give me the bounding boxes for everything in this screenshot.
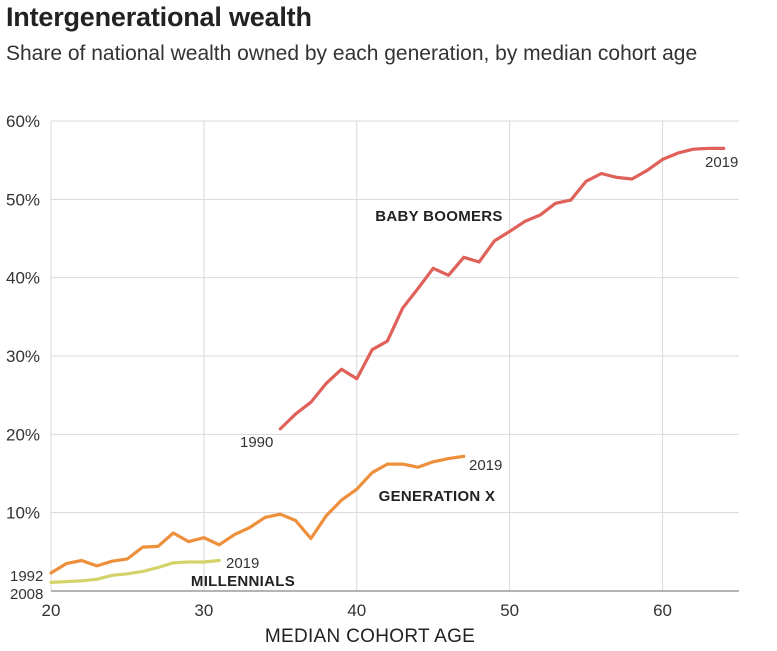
- y-tick-label: 20%: [6, 425, 40, 444]
- series-name-label: BABY BOOMERS: [375, 208, 503, 225]
- y-tick-label: 60%: [6, 112, 40, 131]
- series-line-generation-x: [49, 454, 466, 575]
- series-line-baby-boomers: [278, 146, 726, 431]
- y-tick-label: 40%: [6, 269, 40, 288]
- series-end-year: 2019: [705, 154, 738, 171]
- series-name-label: GENERATION X: [379, 488, 496, 505]
- series-name-label: MILLENNIALS: [191, 573, 295, 590]
- series-lines: [49, 146, 726, 585]
- series-start-year: 1990: [240, 434, 273, 451]
- chart-subtitle: Share of national wealth owned by each g…: [6, 42, 698, 65]
- y-tick-label: 50%: [6, 190, 40, 209]
- x-axis-label: MEDIAN COHORT AGE: [265, 626, 475, 647]
- series-end-year: 2019: [226, 555, 259, 572]
- x-tick-label: 60: [653, 601, 672, 620]
- x-tick-label: 30: [194, 601, 213, 620]
- grid: [50, 120, 739, 591]
- series-labels: BABY BOOMERS 1990 2019 GENERATION X 1992 2019…: [10, 154, 738, 603]
- x-tick-label: 20: [42, 601, 61, 620]
- y-axis-ticks: 10% 20% 30% 40% 50% 60%: [6, 112, 40, 523]
- y-tick-label: 30%: [6, 347, 40, 366]
- y-tick-label: 10%: [6, 504, 40, 523]
- x-axis-ticks: 20 30 40 50 60: [42, 601, 672, 620]
- series-start-year: 2008: [10, 586, 43, 603]
- x-tick-label: 40: [347, 601, 366, 620]
- series-start-year: 1992: [10, 568, 43, 585]
- x-tick-label: 50: [500, 601, 519, 620]
- chart-title: Intergenerational wealth: [6, 2, 312, 32]
- series-end-year: 2019: [469, 457, 502, 474]
- series-line-millennials: [49, 558, 221, 585]
